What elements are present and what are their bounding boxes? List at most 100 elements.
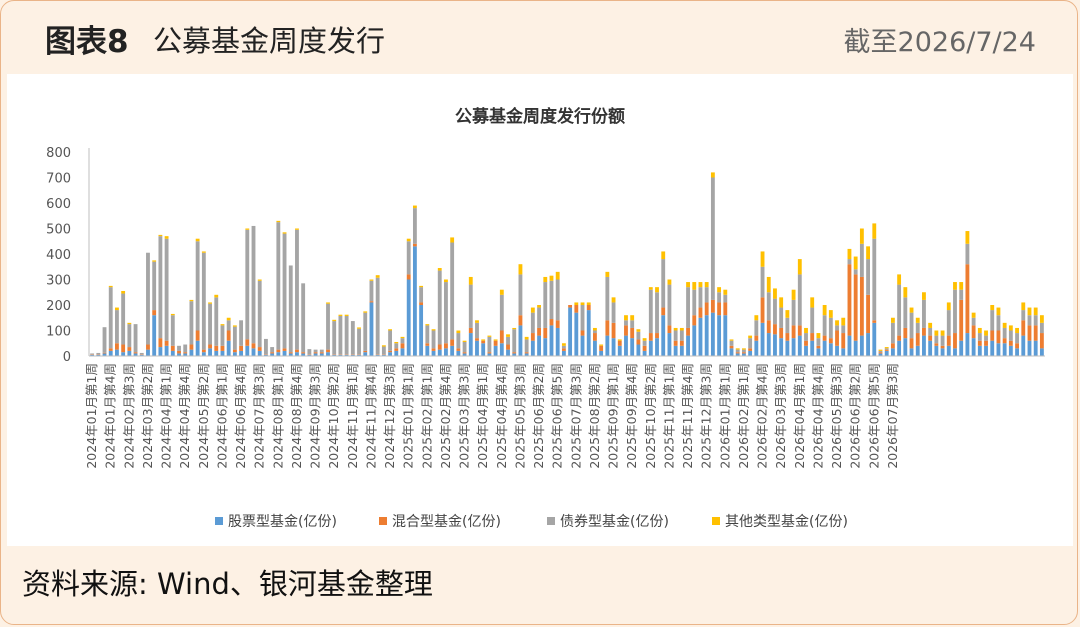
bar-segment-stock — [940, 348, 945, 356]
bar-segment-other — [959, 282, 964, 290]
x-tick-label: 2025年03月第3周 — [457, 363, 472, 469]
bar-segment-stock — [835, 345, 839, 356]
bar-segment-mixed — [220, 345, 225, 351]
bar-segment-stock — [146, 349, 150, 357]
bar-segment-stock — [170, 350, 175, 356]
bar-segment-mixed — [822, 335, 827, 341]
bar-segment-bond — [605, 276, 610, 321]
bar-segment-mixed — [406, 274, 411, 280]
bar-segment-bond — [984, 335, 988, 341]
bar-segment-mixed — [437, 344, 442, 350]
bar-segment-stock — [704, 315, 709, 356]
x-tick-label: 2024年01月第4周 — [103, 363, 118, 469]
bar-segment-stock — [710, 312, 715, 356]
bar-segment-other — [903, 287, 908, 298]
bar-segment-bond — [437, 270, 442, 345]
bar-segment-other — [655, 287, 659, 293]
bar-segment-stock — [412, 246, 417, 356]
bar-segment-stock — [332, 354, 337, 356]
bar-segment-mixed — [841, 333, 846, 349]
bar-segment-other — [195, 238, 200, 242]
bar-segment-stock — [884, 350, 889, 356]
bar-segment-other — [605, 271, 610, 277]
bar-segment-stock — [822, 340, 827, 356]
bar-segment-stock — [1002, 343, 1007, 356]
bar-segment-other — [518, 264, 523, 275]
bar-segment-mixed — [847, 264, 852, 336]
bar-segment-stock — [288, 353, 293, 356]
bar-segment-bond — [630, 320, 635, 328]
bar-segment-bond — [667, 284, 672, 326]
bar-segment-stock — [555, 327, 560, 356]
bar-segment-mixed — [667, 325, 672, 334]
bar-segment-other — [1021, 302, 1026, 311]
bar-segment-mixed — [276, 349, 281, 353]
bar-segment-mixed — [853, 274, 858, 341]
bar-segment-mixed — [934, 343, 939, 346]
bar-segment-bond — [319, 349, 324, 353]
bar-segment-stock — [766, 333, 771, 356]
bar-segment-other — [679, 327, 684, 331]
bar-segment-other — [400, 336, 405, 339]
bar-segment-bond — [400, 338, 405, 344]
bar-segment-bond — [301, 283, 306, 353]
bar-segment-mixed — [1033, 325, 1038, 341]
bar-segment-stock — [617, 345, 622, 356]
bar-segment-stock — [375, 354, 380, 356]
x-tick-label: 2026年02月第4周 — [755, 363, 770, 469]
bar-segment-other — [201, 251, 206, 253]
bar-segment-bond — [226, 320, 231, 331]
bar-segment-mixed — [170, 345, 175, 351]
bar-segment-other — [636, 329, 641, 332]
bar-segment-bond — [636, 331, 641, 340]
y-tick-label: 600 — [46, 197, 71, 212]
bar-segment-other — [530, 307, 535, 313]
bar-segment-bond — [450, 242, 455, 340]
bar-segment-stock — [779, 338, 784, 356]
bar-segment-mixed — [419, 302, 424, 305]
bar-segment-mixed — [524, 352, 529, 354]
bar-segment-bond — [884, 348, 889, 350]
bar-segment-mixed — [673, 340, 678, 346]
bar-segment-bond — [239, 320, 244, 346]
bar-segment-mixed — [1015, 343, 1019, 349]
x-tick-label: 2026年05月第3周 — [829, 363, 844, 469]
bar-segment-bond — [996, 315, 1001, 331]
bar-segment-stock — [636, 344, 641, 356]
bar-segment-bond — [555, 279, 560, 321]
bar-segment-bond — [431, 330, 436, 349]
bar-segment-bond — [201, 252, 206, 350]
bar-segment-mixed — [903, 327, 908, 339]
figure-header: 图表8 公募基金周度发行 截至2026/7/24 — [0, 0, 1080, 74]
bar-segment-bond — [593, 330, 597, 334]
bar-segment-other — [245, 228, 250, 230]
bar-segment-mixed — [239, 345, 244, 351]
bar-segment-stock — [624, 335, 628, 356]
x-tick-label: 2025年04月第1周 — [475, 363, 490, 469]
bar-segment-other — [214, 294, 219, 298]
x-tick-label: 2025年11月第4周 — [680, 363, 695, 469]
bar-segment-stock — [890, 348, 895, 356]
bar-segment-bond — [897, 284, 902, 336]
bar-segment-other — [363, 311, 368, 313]
bar-segment-other — [909, 307, 914, 313]
bar-segment-mixed — [797, 325, 802, 336]
bar-segment-other — [928, 322, 933, 328]
bar-segment-stock — [462, 353, 467, 356]
bar-segment-other — [1039, 315, 1044, 323]
bar-segment-other — [406, 238, 411, 242]
bar-segment-other — [971, 312, 976, 318]
bar-segment-bond — [686, 287, 690, 328]
bar-segment-bond — [381, 346, 386, 355]
bar-segment-other — [381, 345, 386, 347]
bar-segment-other — [549, 275, 554, 281]
bar-segment-bond — [872, 238, 877, 321]
bar-segment-bond — [673, 330, 678, 341]
bar-segment-mixed — [717, 302, 722, 316]
bar-segment-bond — [146, 252, 150, 345]
legend-swatch-stock — [215, 517, 223, 525]
bar-segment-stock — [189, 349, 194, 357]
bar-segment-stock — [127, 350, 132, 356]
bar-segment-other — [257, 279, 262, 281]
bar-segment-bond — [773, 298, 777, 325]
